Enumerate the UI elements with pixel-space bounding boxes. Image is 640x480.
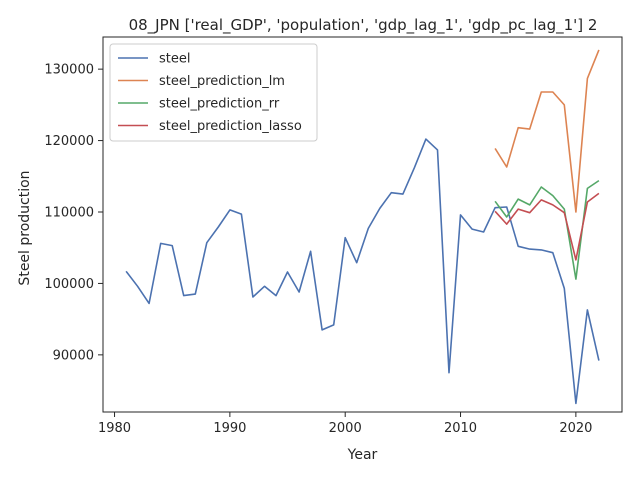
x-tick-label: 1990	[213, 421, 246, 436]
x-tick-label: 2020	[559, 421, 592, 436]
legend: steel steel_prediction_lm steel_prediction…	[109, 43, 318, 142]
x-axis-label: Year	[347, 447, 378, 463]
y-tick-label: 120000	[44, 134, 94, 149]
legend-label-steel_prediction_rr: steel_prediction_rr	[159, 97, 280, 112]
series-line-steel_prediction_lm	[494, 49, 600, 213]
x-tick-label: 2000	[329, 421, 362, 436]
legend-label-steel_prediction_lasso: steel_prediction_lasso	[159, 119, 302, 134]
legend-box	[109, 43, 318, 142]
plot-frame	[102, 36, 623, 413]
series-line-steel	[125, 138, 600, 405]
legend-label-steel_prediction_lm: steel_prediction_lm	[159, 74, 285, 89]
chart-title: 08_JPN ['real_GDP', 'population', 'gdp_l…	[129, 16, 598, 35]
y-tick-label: 100000	[44, 277, 94, 292]
x-tick-label: 1980	[98, 421, 131, 436]
series-layer	[125, 49, 600, 405]
x-axis: 1980 1990 2000 2010 2020	[98, 412, 592, 436]
series-line-steel_prediction_rr	[494, 179, 600, 280]
y-tick-label: 90000	[53, 348, 94, 363]
legend-label-steel: steel	[159, 52, 190, 67]
y-axis: 90000 100000 110000 120000 130000	[44, 63, 103, 363]
series-line-steel_prediction_lasso	[494, 192, 600, 261]
y-tick-label: 110000	[44, 206, 94, 221]
y-axis-label: Steel production	[17, 170, 33, 285]
x-tick-label: 2010	[444, 421, 477, 436]
y-tick-label: 130000	[44, 63, 94, 78]
